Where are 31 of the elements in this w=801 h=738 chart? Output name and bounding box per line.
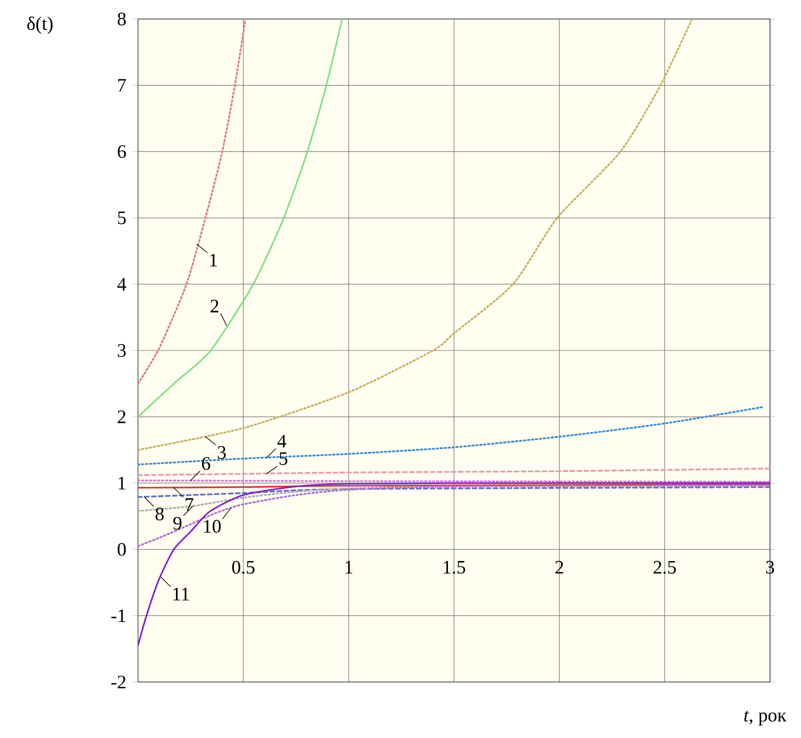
- y-tick-label: -1: [111, 609, 126, 622]
- x-tick-label: 0.5: [232, 560, 254, 574]
- line-series: [138, 484, 770, 547]
- annotation: 11: [173, 588, 189, 600]
- y-tick-label: -2: [111, 676, 126, 688]
- annotation: 9: [173, 516, 182, 530]
- line-series: [138, 18, 246, 385]
- annotation: 3: [218, 446, 226, 459]
- x-axis-title: t, рок: [744, 710, 786, 726]
- y-axis-title: δ(t): [27, 16, 53, 34]
- y-tick-label: 8: [118, 12, 126, 26]
- y-tick-label: 2: [118, 410, 126, 424]
- line-series: [138, 18, 343, 418]
- y-tick-label: 6: [118, 145, 126, 158]
- annotation: 1: [210, 254, 217, 266]
- x-tick-label: 2.5: [654, 560, 676, 574]
- annotation: 10: [204, 520, 221, 533]
- y-tick-label: 1: [118, 476, 126, 490]
- y-tick-label: 3: [118, 344, 126, 357]
- y-tick-label: 4: [117, 278, 126, 290]
- y-tick-label: 5: [118, 212, 126, 224]
- annotation: 7: [186, 498, 194, 511]
- x-tick-label: 1: [346, 560, 352, 574]
- y-tick-label: 0: [118, 542, 126, 556]
- annotation: 4: [277, 434, 286, 448]
- x-tick-label: 1.5: [444, 560, 466, 574]
- line-series: [138, 486, 770, 498]
- y-tick-label: 7: [118, 79, 126, 92]
- annotation: 8: [156, 508, 164, 520]
- annotation: 2: [210, 300, 218, 312]
- x-tick-label: 2: [555, 560, 564, 574]
